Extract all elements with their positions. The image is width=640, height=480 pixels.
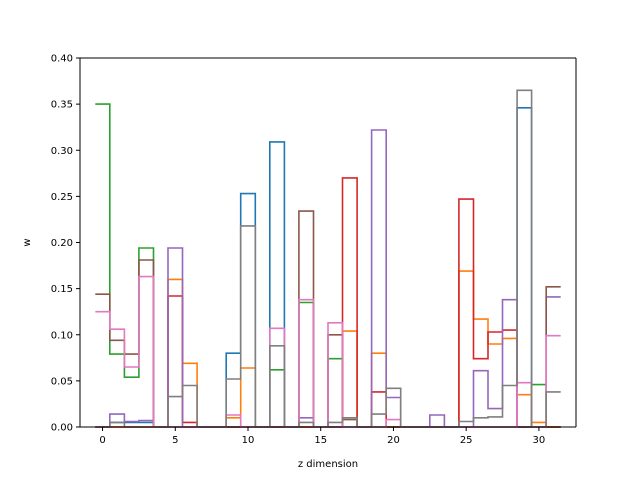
y-axis-ticks: 0.00 0.05 0.10 0.15 0.20 0.25 0.30 0.35 0.40	[51, 54, 80, 434]
series-line-7	[95, 89, 561, 428]
y-tick-label: 0.30	[51, 146, 73, 157]
y-tick-label: 0.10	[51, 330, 73, 341]
x-axis-ticks: 0 5 10 15 20 25 30	[99, 427, 545, 446]
x-tick-label: 30	[533, 435, 546, 446]
x-tick-label: 25	[460, 435, 473, 446]
y-tick-label: 0.40	[51, 54, 73, 65]
x-axis-label: z dimension	[298, 459, 358, 470]
x-tick-label: 20	[387, 435, 400, 446]
x-tick-label: 15	[314, 435, 327, 446]
y-tick-label: 0.00	[51, 423, 73, 434]
y-tick-label: 0.15	[51, 284, 73, 295]
x-tick-label: 10	[242, 435, 255, 446]
series-line-1	[95, 270, 561, 428]
y-tick-label: 0.05	[51, 376, 73, 387]
x-tick-label: 0	[99, 435, 105, 446]
y-tick-label: 0.25	[51, 192, 73, 203]
y-tick-label: 0.20	[51, 238, 73, 249]
x-tick-label: 5	[172, 435, 178, 446]
y-axis-label: w	[22, 238, 33, 246]
y-tick-label: 0.35	[51, 100, 73, 111]
